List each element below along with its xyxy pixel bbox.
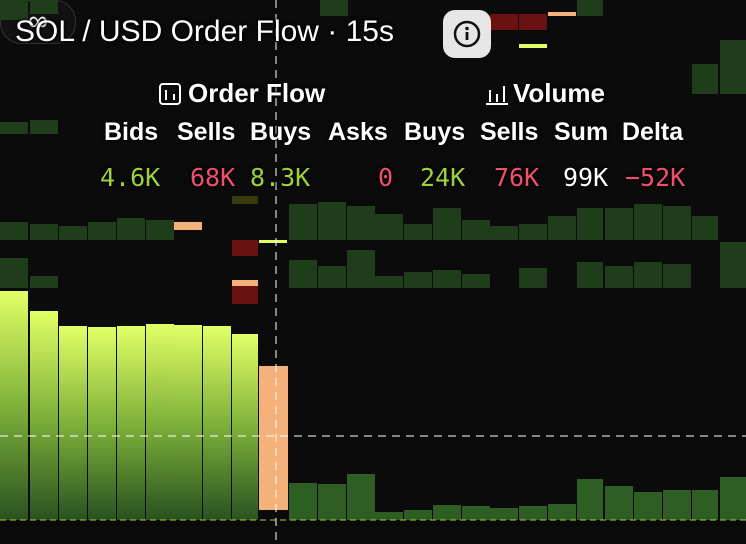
column-header: Sells	[177, 118, 236, 146]
column-header: Delta	[622, 118, 684, 146]
column-value: 68K	[190, 163, 236, 192]
column-value: 4.6K	[100, 163, 161, 192]
column-value: 8.3K	[250, 163, 311, 192]
column-header: Bids	[104, 118, 159, 146]
right-volume-bars	[289, 474, 746, 520]
order-flow-cells	[174, 12, 576, 304]
column-header: Sells	[480, 118, 539, 146]
panel-icons	[159, 83, 508, 105]
column-value: 76K	[494, 163, 540, 192]
column-value: 24K	[420, 163, 466, 192]
title: SOL / USD Order Flow · 15s	[15, 15, 394, 48]
info-icon	[453, 20, 481, 48]
column-header: Sum	[554, 118, 609, 146]
column-value: 0	[378, 163, 394, 192]
info-button[interactable]	[443, 10, 491, 58]
column-header: Asks	[328, 118, 388, 146]
panel-label[interactable]: Volume	[513, 78, 605, 108]
panel-label[interactable]: Order Flow	[188, 78, 326, 108]
current-bar	[259, 366, 288, 510]
column-value: 99K	[563, 163, 609, 192]
left-volume-bars	[0, 291, 258, 520]
column-header: Buys	[250, 118, 312, 146]
column-value: −52K	[625, 163, 686, 192]
background-heatmap	[0, 0, 746, 288]
column-header: Buys	[404, 118, 466, 146]
